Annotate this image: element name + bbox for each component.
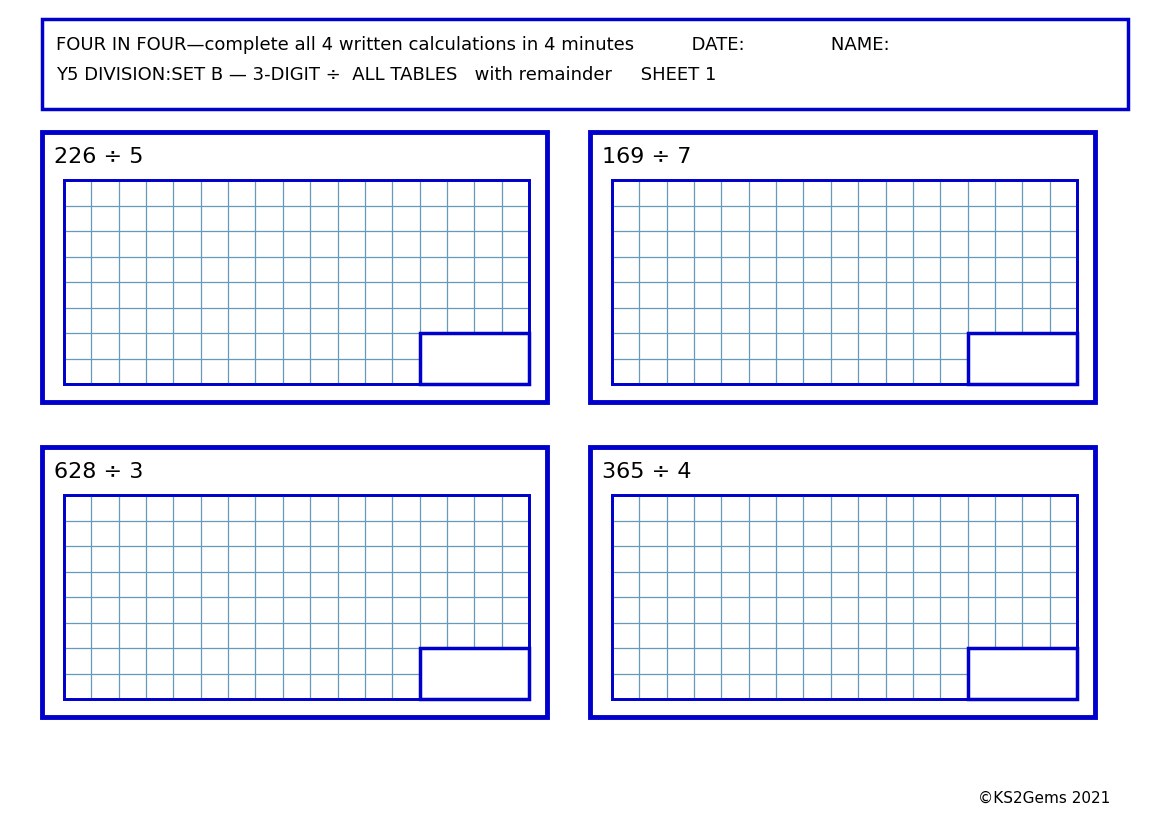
- Bar: [420, 333, 529, 385]
- Bar: [612, 495, 1078, 699]
- Bar: [968, 648, 1078, 699]
- Bar: [64, 181, 529, 385]
- Bar: [612, 181, 1078, 385]
- Text: 169 ÷ 7: 169 ÷ 7: [603, 147, 691, 167]
- Bar: [420, 648, 529, 699]
- Bar: [612, 495, 1078, 699]
- Bar: [64, 495, 529, 699]
- Bar: [64, 181, 529, 385]
- Text: 365 ÷ 4: 365 ÷ 4: [603, 461, 691, 481]
- Bar: [42, 133, 548, 403]
- Bar: [612, 181, 1078, 385]
- Bar: [590, 447, 1095, 717]
- Bar: [64, 495, 529, 699]
- Text: Y5 DIVISION:SET B — 3-DIGIT ÷  ALL TABLES   with remainder     SHEET 1: Y5 DIVISION:SET B — 3-DIGIT ÷ ALL TABLES…: [56, 66, 716, 84]
- Bar: [42, 20, 1128, 110]
- Text: FOUR IN FOUR—complete all 4 written calculations in 4 minutes          DATE:    : FOUR IN FOUR—complete all 4 written calc…: [56, 36, 889, 54]
- Bar: [590, 133, 1095, 403]
- Bar: [968, 333, 1078, 385]
- Text: 226 ÷ 5: 226 ÷ 5: [54, 147, 144, 167]
- Bar: [42, 447, 548, 717]
- Text: 628 ÷ 3: 628 ÷ 3: [54, 461, 144, 481]
- Text: ©KS2Gems 2021: ©KS2Gems 2021: [978, 790, 1110, 805]
